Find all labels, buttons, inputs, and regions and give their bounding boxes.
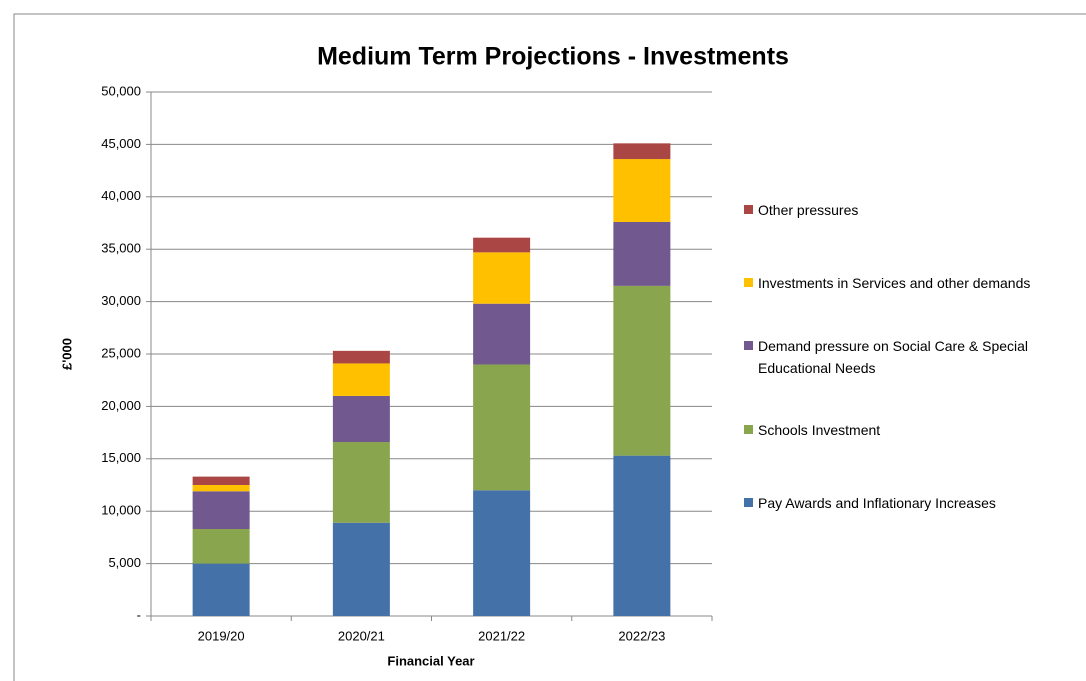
y-tick-label: 45,000 [101, 136, 141, 151]
bar-segment [473, 237, 531, 253]
y-tick-label: 30,000 [101, 293, 141, 308]
bar-segment [192, 485, 250, 492]
bar-segment [192, 529, 250, 564]
x-tick-label: 2020/21 [338, 628, 385, 643]
y-tick-label: 40,000 [101, 188, 141, 203]
x-tick-label: 2021/22 [478, 628, 525, 643]
y-tick-label: 35,000 [101, 241, 141, 256]
bar-segment [613, 159, 671, 222]
bar-segment [192, 563, 250, 616]
legend-swatch [744, 341, 753, 350]
bar-segment [613, 285, 671, 456]
y-tick-label: 20,000 [101, 398, 141, 413]
legend-label: Investments in Services and other demand… [758, 275, 1031, 291]
x-tick-label: 2022/23 [618, 628, 665, 643]
y-tick-label: 15,000 [101, 450, 141, 465]
bar-segment [473, 490, 531, 616]
legend-entry: Demand pressure on Social Care & Special… [742, 335, 1062, 379]
bar-segment [473, 364, 531, 491]
x-tick-label: 2019/20 [198, 628, 245, 643]
legend-entry: Other pressures [742, 199, 1062, 221]
legend-entry: Schools Investment [742, 419, 1062, 441]
bar-segment [613, 143, 671, 160]
y-tick-label: 25,000 [101, 345, 141, 360]
bar-segment [332, 442, 390, 523]
legend-swatch [744, 425, 753, 434]
chart-title: Medium Term Projections - Investments [317, 43, 789, 71]
bar-segment [332, 350, 390, 364]
bar-segment [473, 303, 531, 365]
legend-label: Schools Investment [758, 422, 881, 438]
bar-segment [473, 252, 531, 304]
chart-frame [13, 13, 1086, 681]
legend-label: Pay Awards and Inflationary Increases [758, 495, 996, 511]
x-axis-label: Financial Year [387, 653, 474, 668]
legend-label: Other pressures [758, 202, 859, 218]
legend-label: Demand pressure on Social Care & Special… [758, 338, 1029, 376]
y-axis-label: £'000 [59, 338, 74, 370]
legend-swatch [744, 205, 753, 214]
y-tick-label: 10,000 [101, 503, 141, 518]
bar-segment [332, 395, 390, 443]
y-tick-label: 5,000 [108, 555, 141, 570]
bar-segment [192, 491, 250, 530]
y-tick-label: - [137, 607, 141, 622]
bar-segment [613, 455, 671, 616]
legend-entry: Pay Awards and Inflationary Increases [742, 492, 1062, 514]
legend-entry: Investments in Services and other demand… [742, 272, 1062, 294]
bar-segment [332, 522, 390, 616]
y-tick-label: 50,000 [101, 83, 141, 98]
legend-swatch [744, 498, 753, 507]
legend-swatch [744, 278, 753, 287]
bar-segment [332, 363, 390, 396]
bar-segment [192, 476, 250, 485]
bar-segment [613, 221, 671, 286]
